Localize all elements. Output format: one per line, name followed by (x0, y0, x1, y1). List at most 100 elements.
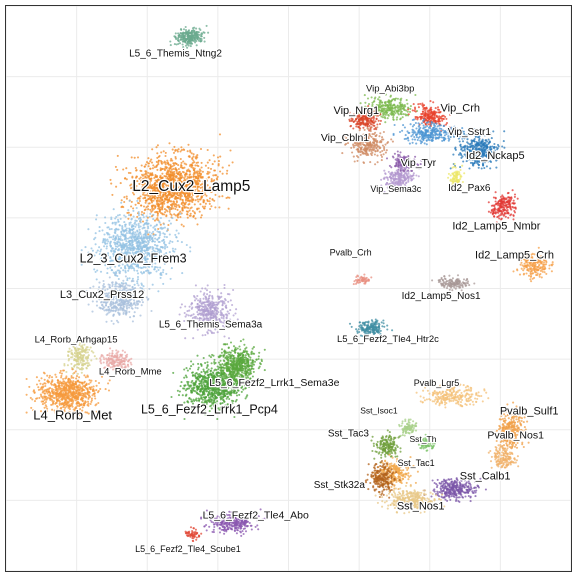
data-point (193, 37, 196, 40)
data-point (425, 143, 428, 146)
data-point (357, 143, 361, 147)
data-point (373, 128, 376, 131)
data-point (374, 134, 378, 138)
data-point (395, 118, 398, 121)
data-point (188, 195, 191, 198)
data-point (383, 177, 386, 180)
data-point (406, 110, 409, 113)
data-point (448, 281, 451, 284)
data-point (392, 114, 395, 117)
data-point (166, 162, 169, 165)
data-point (370, 150, 373, 153)
data-point (381, 101, 384, 104)
data-point (350, 119, 353, 122)
data-point (184, 29, 188, 32)
data-point (147, 171, 150, 174)
data-point (100, 248, 103, 251)
data-point (483, 143, 486, 147)
data-point (383, 169, 386, 172)
data-point (384, 172, 387, 176)
data-point (456, 274, 460, 277)
data-point (399, 104, 402, 108)
data-point (390, 166, 393, 169)
data-point (390, 173, 393, 176)
data-point (177, 39, 180, 42)
data-point (189, 246, 192, 249)
data-point (157, 227, 160, 231)
data-point (435, 114, 438, 117)
data-point (416, 138, 419, 142)
data-point (469, 142, 472, 145)
data-point (169, 171, 172, 174)
data-point (197, 165, 200, 168)
data-point (405, 99, 408, 102)
data-point (195, 27, 198, 30)
data-point (485, 144, 488, 148)
data-point (179, 212, 182, 215)
data-point (122, 269, 125, 272)
data-point (512, 270, 515, 273)
data-point (447, 135, 450, 138)
data-point (383, 325, 386, 328)
data-point (422, 104, 425, 107)
data-point (493, 215, 496, 218)
data-point (162, 200, 165, 204)
data-point (156, 266, 159, 269)
data-point (459, 143, 462, 146)
data-point (359, 127, 362, 130)
data-point (360, 118, 364, 121)
data-point (494, 200, 497, 203)
data-point (414, 93, 417, 97)
data-point (408, 175, 411, 179)
data-point (455, 283, 458, 286)
data-point (509, 205, 512, 208)
data-point (428, 114, 431, 118)
data-point (153, 194, 156, 197)
data-point (384, 101, 387, 104)
data-point (426, 124, 429, 128)
data-point (179, 157, 182, 161)
data-point (189, 173, 192, 176)
data-point (182, 148, 185, 151)
data-point (386, 117, 389, 120)
data-point (368, 144, 371, 147)
data-point (422, 138, 425, 141)
data-point (462, 278, 466, 281)
data-point (386, 178, 390, 181)
data-point (157, 290, 160, 293)
data-point (464, 283, 467, 286)
data-point (386, 100, 389, 103)
data-point (134, 203, 137, 206)
data-point (189, 212, 192, 215)
data-point (355, 275, 358, 279)
data-point (182, 225, 185, 228)
data-point (159, 276, 162, 279)
data-point (458, 286, 461, 289)
data-point (452, 153, 455, 156)
data-point (174, 248, 177, 251)
data-point (147, 269, 150, 272)
data-point (456, 179, 459, 183)
data-point (115, 185, 118, 188)
data-point (431, 138, 434, 141)
data-point (402, 107, 405, 110)
data-point (168, 196, 171, 199)
data-point (207, 31, 210, 34)
data-point (212, 154, 215, 157)
data-point (443, 286, 446, 289)
data-point (227, 207, 230, 210)
data-point (142, 197, 145, 200)
data-point (390, 138, 393, 141)
data-point (111, 193, 114, 196)
data-point (441, 114, 444, 117)
data-point (197, 200, 200, 203)
data-point (433, 117, 436, 120)
data-point (188, 42, 191, 45)
data-point (377, 322, 380, 325)
data-point (352, 127, 355, 130)
data-point (122, 168, 125, 171)
data-point (384, 143, 387, 146)
data-point (357, 125, 360, 128)
data-point (148, 271, 151, 274)
data-point (177, 32, 180, 35)
